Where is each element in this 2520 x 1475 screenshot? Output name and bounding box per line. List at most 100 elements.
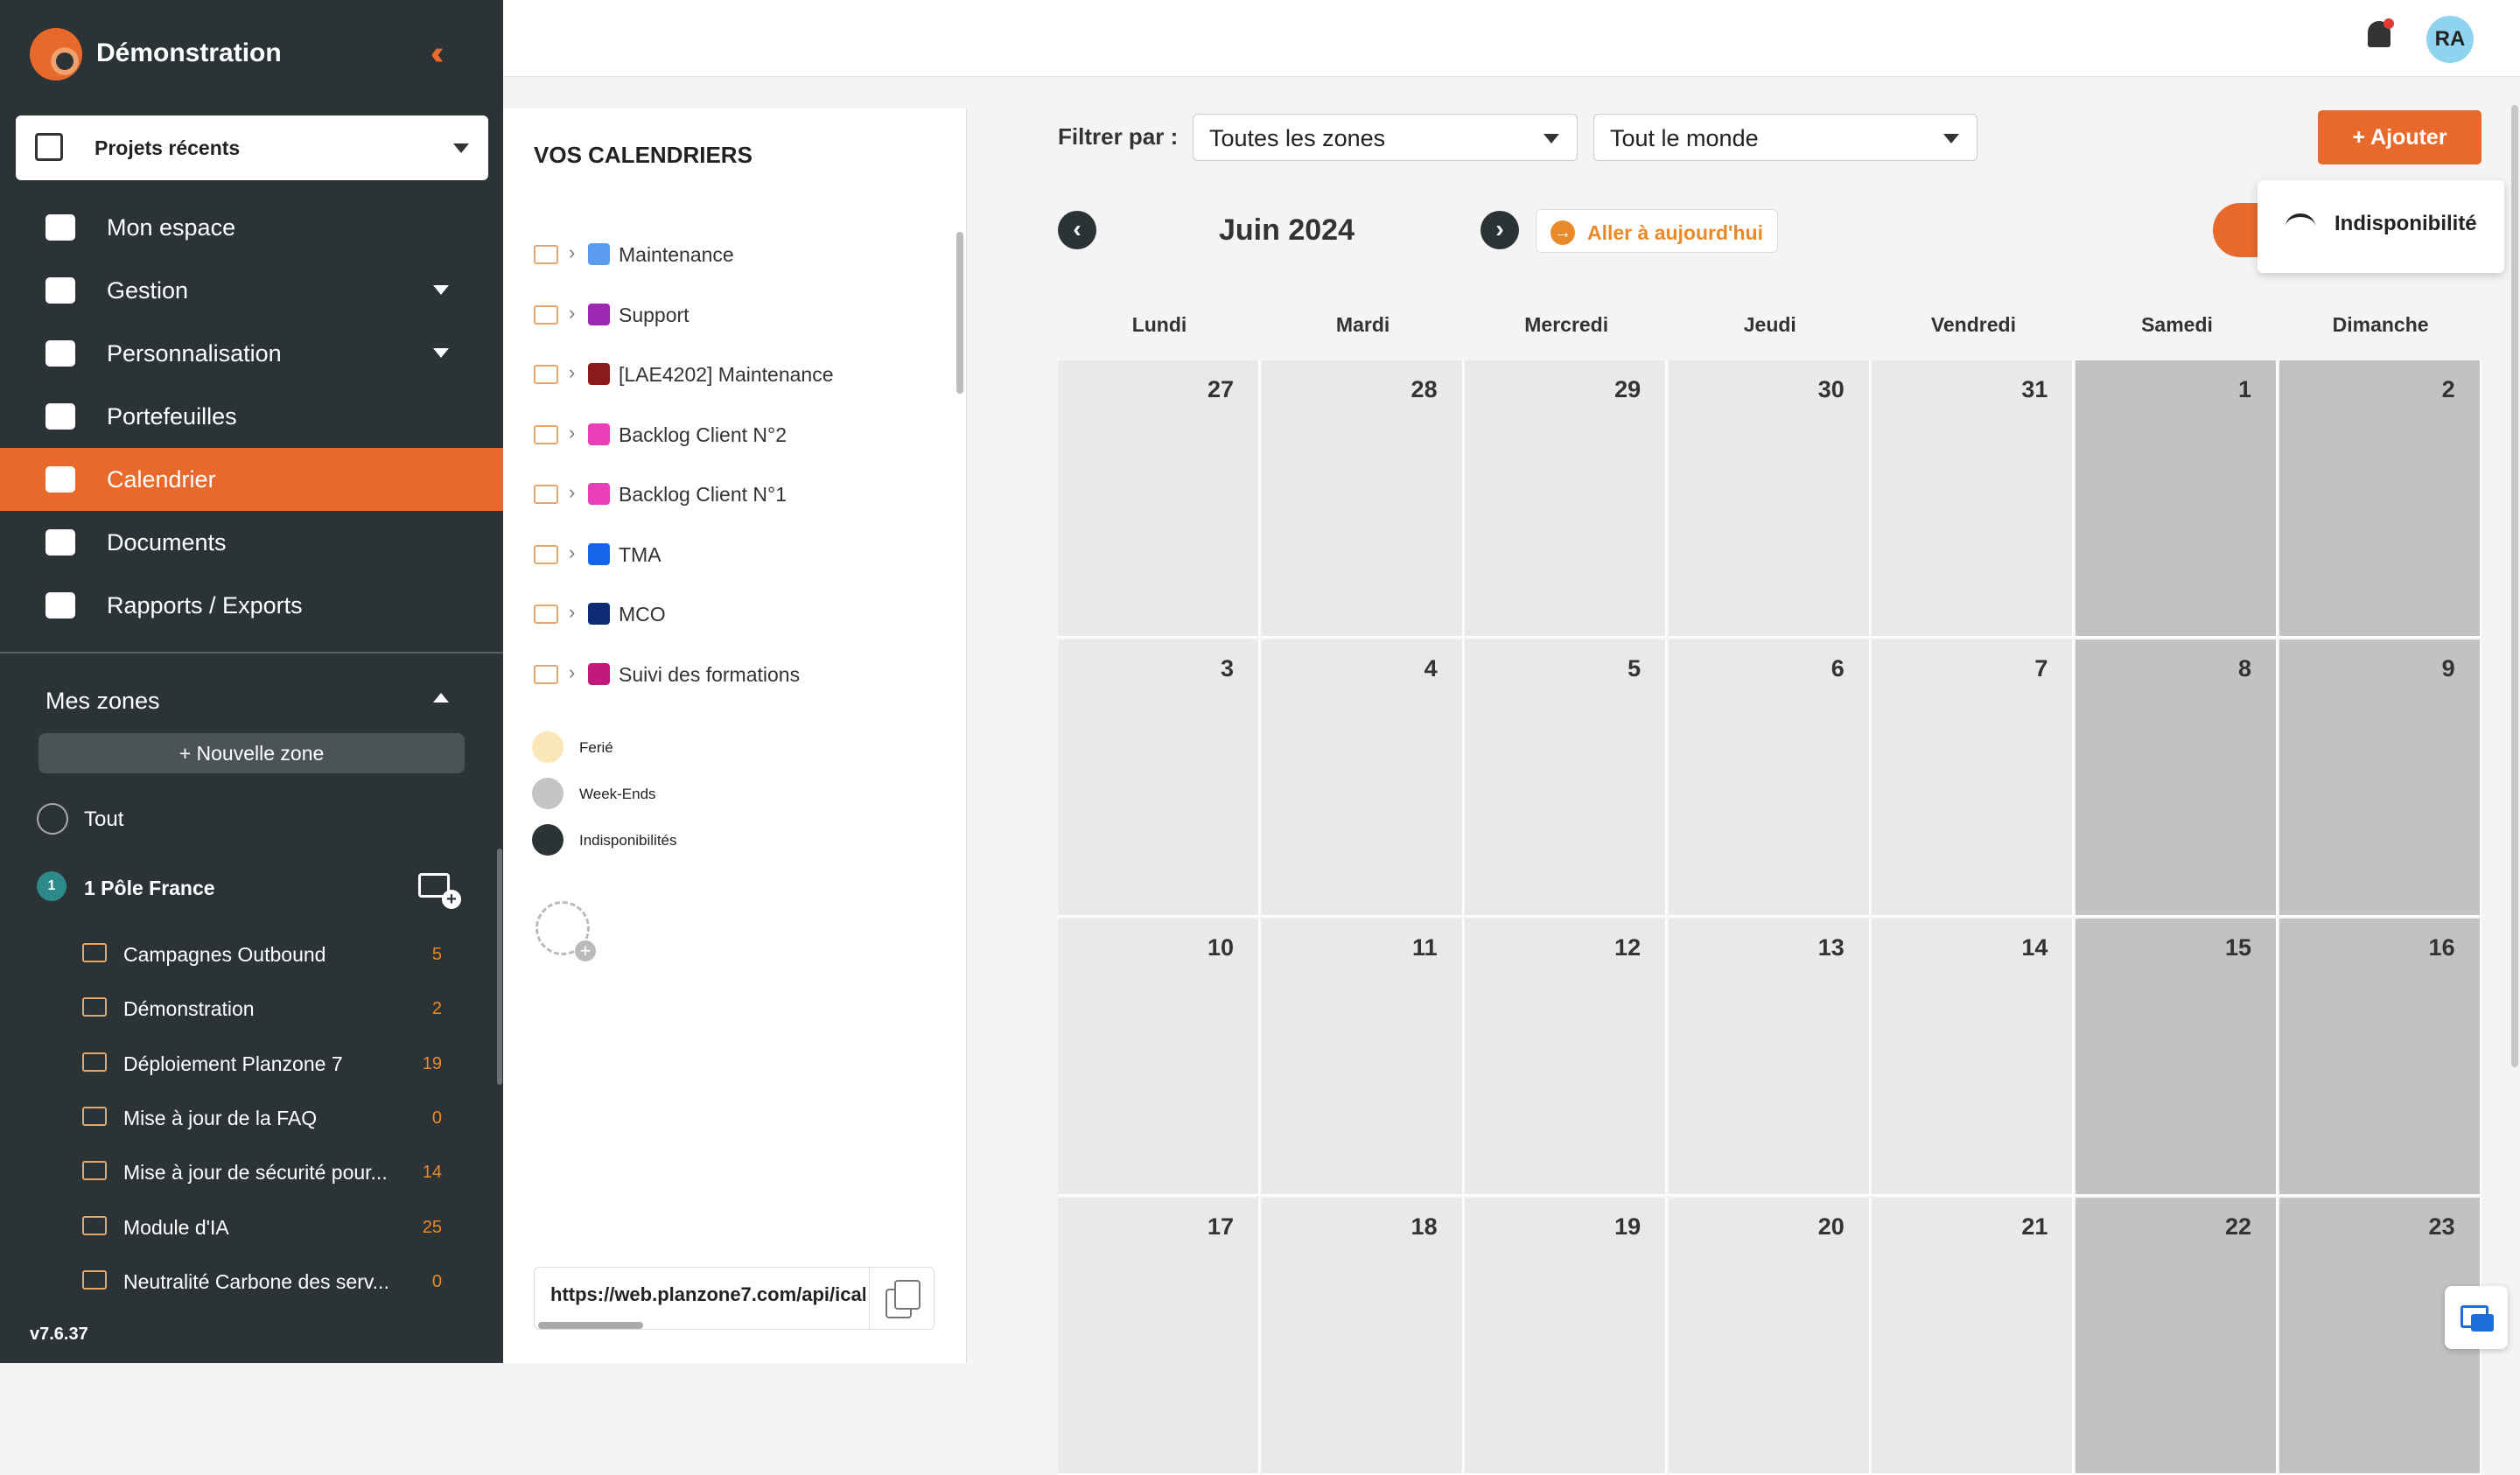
chevron-right-icon[interactable]: › — [569, 361, 576, 383]
menu-item-2[interactable]: Personnalisation — [0, 322, 503, 385]
calendar-item[interactable]: › Support — [534, 300, 962, 360]
day-cell[interactable]: 5 — [1465, 640, 1668, 917]
chevron-right-icon[interactable]: › — [569, 541, 576, 563]
menu-item-4[interactable]: Calendrier — [0, 448, 503, 511]
project-item[interactable]: Mise à jour de sécurité pour... 14 — [0, 1157, 503, 1212]
menu-item-0[interactable]: Mon espace — [0, 196, 503, 259]
project-item[interactable]: Démonstration 2 — [0, 994, 503, 1048]
new-zone-button[interactable]: + Nouvelle zone — [38, 733, 465, 773]
calendar-color-swatch — [588, 603, 610, 625]
chevron-right-icon[interactable]: › — [569, 241, 576, 263]
calendar-item[interactable]: › TMA — [534, 540, 962, 600]
calendar-item[interactable]: › Backlog Client N°1 — [534, 479, 962, 540]
project-name: Démonstration — [123, 997, 255, 1021]
calendar-item[interactable]: › Backlog Client N°2 — [534, 420, 962, 480]
chevron-down-icon[interactable] — [433, 285, 449, 295]
copy-icon[interactable] — [869, 1268, 934, 1329]
menu-item-unavailability[interactable]: Indisponibilité — [2334, 212, 2477, 235]
day-number: 16 — [2428, 934, 2455, 961]
ical-url-box[interactable]: https://web.planzone7.com/api/ical — [534, 1267, 934, 1330]
day-cell[interactable]: 21 — [1872, 1198, 2075, 1475]
day-cell[interactable]: 11 — [1261, 919, 1464, 1196]
menu-item-5[interactable]: Documents — [0, 511, 503, 574]
document-icon — [46, 529, 75, 556]
day-cell[interactable]: 8 — [2076, 640, 2278, 917]
view-toggle-button[interactable] — [2213, 203, 2265, 257]
day-cell[interactable]: 14 — [1872, 919, 2075, 1196]
chevron-right-icon[interactable]: › — [569, 301, 576, 324]
day-cell[interactable]: 16 — [2278, 919, 2482, 1196]
page-scrollbar[interactable] — [2511, 105, 2518, 1067]
next-month-button[interactable]: › — [1480, 211, 1519, 249]
day-cell[interactable]: 31 — [1872, 360, 2075, 638]
day-cell[interactable]: 1 — [2076, 360, 2278, 638]
day-cell[interactable]: 4 — [1261, 640, 1464, 917]
project-item[interactable]: Mise à jour de la FAQ 0 — [0, 1103, 503, 1157]
calendar-item[interactable]: › [LAE4202] Maintenance — [534, 360, 962, 420]
chevron-right-icon[interactable]: › — [569, 661, 576, 683]
day-cell[interactable]: 28 — [1261, 360, 1464, 638]
day-cell[interactable]: 2 — [2278, 360, 2482, 638]
day-cell[interactable]: 27 — [1058, 360, 1260, 638]
menu-item-1[interactable]: Gestion — [0, 259, 503, 322]
project-name: Mise à jour de la FAQ — [123, 1106, 318, 1129]
calendar-color-swatch — [588, 243, 610, 265]
chevron-down-icon[interactable] — [433, 348, 449, 358]
app-version: v7.6.37 — [30, 1325, 88, 1344]
day-cell[interactable]: 22 — [2076, 1198, 2278, 1475]
ical-url[interactable]: https://web.planzone7.com/api/ical — [550, 1283, 865, 1305]
day-cell[interactable]: 6 — [1668, 640, 1871, 917]
zones-filter-value: Toutes les zones — [1209, 125, 1386, 151]
day-number: 1 — [2237, 376, 2251, 402]
collapse-sidebar-icon[interactable]: ‹‹ — [430, 35, 444, 72]
chevron-right-icon[interactable]: › — [569, 481, 576, 503]
add-unavailability-icon[interactable] — [536, 901, 596, 961]
legend-label: Ferié — [579, 739, 613, 756]
zones-filter-select[interactable]: Toutes les zones — [1193, 114, 1578, 161]
chevron-right-icon[interactable]: › — [569, 421, 576, 444]
chevron-up-icon[interactable] — [433, 693, 449, 703]
chat-icon[interactable] — [2445, 1286, 2508, 1349]
day-cell[interactable]: 20 — [1668, 1198, 1871, 1475]
day-cell[interactable]: 7 — [1872, 640, 2075, 917]
chevron-right-icon[interactable]: › — [569, 601, 576, 623]
menu-item-6[interactable]: Rapports / Exports — [0, 574, 503, 637]
calendar-item[interactable]: › Suivi des formations — [534, 660, 962, 720]
project-item[interactable]: Neutralité Carbone des serv... 0 — [0, 1267, 503, 1321]
day-cell[interactable]: 29 — [1465, 360, 1668, 638]
calendar-item[interactable]: › MCO — [534, 599, 962, 660]
all-zones-icon — [37, 803, 68, 835]
menu-item-3[interactable]: Portefeuilles — [0, 385, 503, 448]
calendar-item[interactable]: › Maintenance — [534, 240, 962, 300]
day-cell[interactable]: 15 — [2076, 919, 2278, 1196]
add-folder-icon[interactable] — [418, 873, 461, 909]
project-item[interactable]: Campagnes Outbound 5 — [0, 940, 503, 994]
day-cell[interactable]: 30 — [1668, 360, 1871, 638]
calendar-name: TMA — [619, 542, 662, 566]
bell-icon[interactable] — [2368, 18, 2394, 47]
go-to-today-button[interactable]: → Aller à aujourd'hui — [1536, 209, 1778, 253]
people-filter-select[interactable]: Tout le monde — [1593, 114, 1978, 161]
zones-title[interactable]: Mes zones — [46, 688, 160, 714]
day-cell[interactable]: 13 — [1668, 919, 1871, 1196]
previous-month-button[interactable]: ‹ — [1058, 211, 1096, 249]
menu-item-label: Portefeuilles — [107, 402, 237, 430]
chevron-down-icon — [1943, 134, 1959, 143]
day-cell[interactable]: 12 — [1465, 919, 1668, 1196]
day-cell[interactable]: 10 — [1058, 919, 1260, 1196]
day-cell[interactable]: 18 — [1261, 1198, 1464, 1475]
add-button[interactable]: + Ajouter — [2318, 110, 2482, 164]
recent-projects-dropdown[interactable]: Projets récents — [16, 115, 488, 180]
avatar[interactable]: RA — [2426, 16, 2474, 63]
project-item[interactable]: Déploiement Planzone 7 19 — [0, 1049, 503, 1103]
sidebar-scrollbar[interactable] — [497, 849, 502, 1085]
day-cell[interactable]: 9 — [2278, 640, 2482, 917]
day-cell[interactable]: 3 — [1058, 640, 1260, 917]
day-number: 22 — [2224, 1213, 2251, 1240]
calendar-list-scrollbar[interactable] — [956, 232, 963, 394]
day-cell[interactable]: 17 — [1058, 1198, 1260, 1475]
project-item[interactable]: Module d'IA 25 — [0, 1213, 503, 1267]
calendar-name: Maintenance — [619, 243, 734, 266]
day-cell[interactable]: 19 — [1465, 1198, 1668, 1475]
url-scrollbar[interactable] — [538, 1322, 643, 1329]
